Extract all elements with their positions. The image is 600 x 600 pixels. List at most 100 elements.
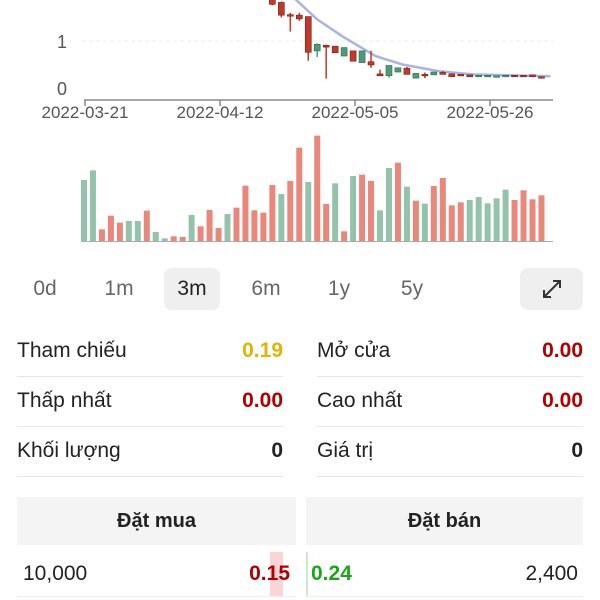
volume-bar <box>403 186 410 241</box>
tab-5y[interactable]: 5y <box>400 277 424 300</box>
candle-body <box>439 72 447 75</box>
tab-1m[interactable]: 1m <box>104 277 134 300</box>
volume-bar <box>152 232 159 241</box>
tab-0d[interactable]: 0d <box>33 277 57 300</box>
price-chart[interactable]: 0 1 2022-03-21 2022-04-12 2022-05-05 2022-05-… <box>0 0 600 250</box>
stat-low: Thấp nhất 0.00 <box>17 376 283 427</box>
stat-label: Tham chiếu <box>17 339 127 362</box>
volume-bar <box>511 200 518 241</box>
volume-bar <box>215 228 222 241</box>
volume-bar <box>251 210 258 241</box>
stat-value: 0 <box>271 439 283 462</box>
volume-bar <box>206 210 213 241</box>
candle-body <box>304 16 312 53</box>
candle-body <box>287 14 294 17</box>
tab-6m[interactable]: 6m <box>251 277 281 300</box>
volume-bar <box>269 185 276 241</box>
volume-bar <box>98 229 105 241</box>
candle-body <box>394 67 402 73</box>
volume-bar <box>385 168 392 241</box>
ask-quantity: 2,400 <box>525 562 578 585</box>
candle-body <box>358 50 366 63</box>
candle-body <box>457 74 465 77</box>
stat-high: Cao nhất 0.00 <box>317 376 583 427</box>
volume-bar <box>412 200 419 241</box>
volume-bar <box>170 236 177 241</box>
volume-bar <box>466 200 473 241</box>
expand-button[interactable] <box>520 268 583 310</box>
candle-body <box>295 14 303 20</box>
candle-body <box>538 76 545 79</box>
volume-bar <box>323 204 330 241</box>
y-tick-label: 1 <box>57 32 67 52</box>
volume-bar <box>188 215 195 241</box>
volume-bar <box>242 185 249 241</box>
stat-open: Mở cửa 0.00 <box>317 326 583 377</box>
ask-header: Đặt bán <box>306 497 583 545</box>
volume-bar <box>287 181 294 241</box>
ask-depth-bar <box>306 552 308 596</box>
stat-value-traded: Giá trị 0 <box>317 426 583 477</box>
ask-price: 0.24 <box>311 562 352 585</box>
stat-reference: Tham chiếu 0.19 <box>17 326 283 377</box>
candle-body <box>421 74 429 77</box>
candle-body <box>349 50 357 62</box>
volume-bar <box>529 199 536 241</box>
volume-bar <box>161 238 168 241</box>
x-tick-label: 2022-05-05 <box>312 103 399 122</box>
x-tick-label: 2022-04-12 <box>177 103 264 122</box>
volume-bar <box>314 135 321 241</box>
volume-bar <box>134 221 141 241</box>
volume-bar <box>125 221 132 241</box>
volume-bar <box>341 231 348 241</box>
stat-value: 0.00 <box>242 389 283 412</box>
candle-body <box>511 75 518 78</box>
volume-bar <box>520 190 527 241</box>
candle-body <box>376 73 384 77</box>
volume-bar <box>359 174 366 241</box>
volume-bar <box>538 195 545 241</box>
candle-body <box>313 43 321 52</box>
period-tabs: 0d 1m 3m 6m 1y 5y <box>0 268 600 310</box>
stat-value: 0.19 <box>242 339 283 362</box>
candle-body <box>385 65 393 77</box>
candle-body <box>403 67 411 75</box>
stat-label: Giá trị <box>317 439 374 462</box>
volume-bar <box>502 189 509 241</box>
x-tick-label: 2022-05-26 <box>447 103 534 122</box>
x-tick-label: 2022-03-21 <box>42 103 129 122</box>
volume-bar <box>179 237 186 241</box>
candle-body <box>278 2 285 16</box>
volume-bar <box>116 222 123 241</box>
volume-bar <box>305 182 312 241</box>
candle-body <box>269 0 276 5</box>
volume-bar <box>143 210 150 241</box>
stat-label: Thấp nhất <box>17 389 112 412</box>
candle-body <box>520 75 527 78</box>
volume-bar <box>484 203 491 241</box>
candle-body <box>466 74 474 78</box>
volume-bar <box>430 186 437 241</box>
tab-1y[interactable]: 1y <box>327 277 351 300</box>
volume-bar <box>81 180 87 241</box>
stat-value: 0 <box>571 439 583 462</box>
tab-3m[interactable]: 3m <box>164 268 220 310</box>
volume-bar <box>233 207 240 241</box>
stat-label: Mở cửa <box>317 339 391 362</box>
volume-bar <box>107 215 114 241</box>
bid-row[interactable]: 10,000 0.15 <box>17 552 296 597</box>
volume-bar <box>278 194 285 241</box>
candle-body <box>529 74 536 78</box>
volume-bar <box>224 214 231 241</box>
bid-quantity: 10,000 <box>23 562 88 585</box>
volume-bar <box>332 183 339 241</box>
volume-bar <box>260 212 267 241</box>
bid-depth-bar <box>270 552 283 596</box>
stat-value: 0.00 <box>542 389 583 412</box>
volume-bar <box>448 205 455 241</box>
volume-bar <box>89 170 96 241</box>
candle-body <box>412 73 420 79</box>
volume-bar <box>457 202 464 241</box>
ask-row[interactable]: 0.24 2,400 <box>306 552 583 597</box>
candle-body <box>430 71 438 76</box>
